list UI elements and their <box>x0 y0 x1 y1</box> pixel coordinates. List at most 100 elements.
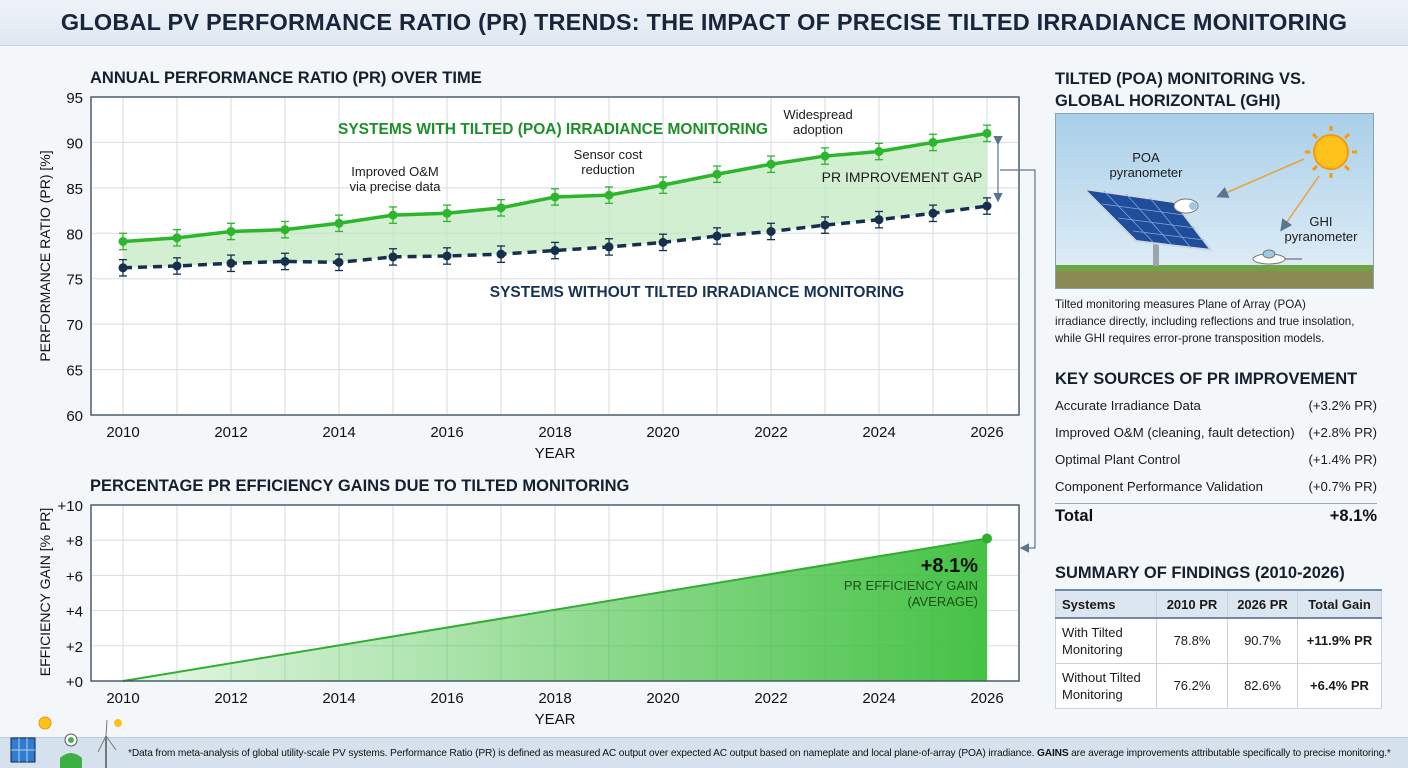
data-point <box>928 137 938 147</box>
top-chart-title: ANNUAL PERFORMANCE RATIO (PR) OVER TIME <box>90 69 482 87</box>
data-point <box>388 210 398 220</box>
connector-line <box>1000 169 1036 553</box>
footnote: *Data from meta-analysis of global utili… <box>128 748 1391 759</box>
data-point <box>982 201 992 211</box>
summary-title: SUMMARY OF FINDINGS (2010-2026) <box>1055 564 1345 582</box>
table-row: With Tilted Monitoring 78.8% 90.7% +11.9% P… <box>1055 617 1382 664</box>
total-row: Total +8.1% <box>1055 507 1377 525</box>
divider <box>1055 503 1377 504</box>
annotation-om: Improved O&M via precise data <box>349 164 441 194</box>
y-tick-label: 85 <box>66 181 83 198</box>
data-point <box>658 180 668 190</box>
bottom-chart-title: PERCENTAGE PR EFFICIENCY GAINS DUE TO TI… <box>90 477 630 495</box>
data-point <box>820 220 830 230</box>
data-point <box>874 147 884 157</box>
diagram-description: Tilted monitoring measures Plane of Arra… <box>1055 298 1355 345</box>
top-y-axis-label: PERFORMANCE RATIO (PR) [%] <box>37 150 53 361</box>
gain-callout-sublabel: (AVERAGE) <box>907 594 978 609</box>
data-point <box>604 242 614 252</box>
source-row: Accurate Irradiance Data (+3.2% PR) <box>1055 398 1377 413</box>
source-row: Improved O&M (cleaning, fault detection)… <box>1055 425 1377 440</box>
sun-icon <box>38 716 52 730</box>
poa-ghi-diagram: POA pyranometer GHI pyranometer <box>1055 113 1374 289</box>
title-bar: GLOBAL PV PERFORMANCE RATIO (PR) TRENDS:… <box>0 0 1408 46</box>
data-point <box>280 256 290 266</box>
data-point <box>766 159 776 169</box>
y-tick-label: 95 <box>66 90 83 107</box>
data-point <box>604 190 614 200</box>
data-point <box>712 169 722 179</box>
wind-turbine-icon <box>97 719 122 768</box>
gain-end-point <box>982 533 992 544</box>
data-point <box>118 236 128 246</box>
gain-callout: +8.1% PR EFFICIENCY GAIN (AVERAGE) <box>844 555 978 610</box>
data-point <box>982 128 992 138</box>
y-tick-label: +0 <box>66 674 83 691</box>
x-tick-label: 2022 <box>754 690 787 707</box>
x-tick-label: 2014 <box>322 690 355 707</box>
x-tick-label: 2014 <box>322 424 355 441</box>
x-tick-label: 2012 <box>214 690 247 707</box>
poa-label: POA pyranometer <box>1109 150 1183 180</box>
source-row: Optimal Plant Control (+1.4% PR) <box>1055 452 1377 467</box>
series-label-with-tilted: SYSTEMS WITH TILTED (POA) IRRADIANCE MON… <box>338 121 768 138</box>
x-tick-label: 2020 <box>646 690 679 707</box>
y-tick-label: 80 <box>66 226 83 243</box>
data-point <box>172 233 182 243</box>
ghi-label: GHI pyranometer <box>1284 214 1358 244</box>
y-tick-label: +8 <box>66 533 83 550</box>
y-tick-label: 65 <box>66 363 83 380</box>
data-point <box>712 231 722 241</box>
bottom-y-axis-label: EFFICIENCY GAIN [% PR] <box>37 508 53 677</box>
x-tick-label: 2022 <box>754 424 787 441</box>
plot-border <box>90 504 1020 682</box>
annotation-sensor-cost: Sensor cost reduction <box>573 147 643 177</box>
y-tick-label: 60 <box>66 408 83 425</box>
data-point <box>226 258 236 268</box>
top-x-axis-label: YEAR <box>535 445 576 462</box>
y-tick-label: 70 <box>66 317 83 334</box>
data-point <box>766 226 776 236</box>
data-point <box>658 237 668 247</box>
plot-border <box>90 96 1020 416</box>
data-point <box>388 252 398 262</box>
x-tick-label: 2010 <box>106 690 139 707</box>
y-tick-label: 90 <box>66 135 83 152</box>
leaf-bulb-icon <box>60 733 82 768</box>
x-tick-label: 2024 <box>862 424 895 441</box>
ghi-pyranometer-icon <box>1252 249 1302 265</box>
data-point <box>874 215 884 225</box>
data-point <box>334 257 344 267</box>
y-tick-label: +10 <box>58 498 83 515</box>
data-point <box>496 203 506 213</box>
x-tick-label: 2016 <box>430 690 463 707</box>
x-tick-label: 2026 <box>970 690 1003 707</box>
gain-callout-value: +8.1% <box>920 555 978 577</box>
x-tick-label: 2012 <box>214 424 247 441</box>
x-tick-label: 2020 <box>646 424 679 441</box>
y-tick-label: 75 <box>66 272 83 289</box>
data-point <box>442 208 452 218</box>
x-tick-label: 2018 <box>538 424 571 441</box>
summary-table: Systems 2010 PR 2026 PR Total Gain With Til… <box>1055 589 1382 709</box>
series-line-without-tilted <box>122 204 988 270</box>
y-tick-label: +2 <box>66 639 83 656</box>
page-title: GLOBAL PV PERFORMANCE RATIO (PR) TRENDS:… <box>60 9 1348 35</box>
sun-icon <box>1305 126 1357 178</box>
data-point <box>928 208 938 218</box>
x-tick-label: 2018 <box>538 690 571 707</box>
table-row: Without Tilted Monitoring 76.2% 82.6% +6.4%… <box>1055 662 1382 709</box>
series-label-without-tilted: SYSTEMS WITHOUT TILTED IRRADIANCE MONITO… <box>489 284 905 301</box>
bottom-x-axis-label: YEAR <box>535 711 576 728</box>
x-tick-label: 2010 <box>106 424 139 441</box>
pr-gap-label: PR IMPROVEMENT GAP <box>821 169 983 185</box>
gain-callout-label: PR EFFICIENCY GAIN <box>843 578 978 593</box>
data-point <box>118 263 128 273</box>
footer <box>0 737 1408 768</box>
x-tick-label: 2016 <box>430 424 463 441</box>
gain-line <box>122 537 988 682</box>
poa-pyranometer-icon <box>1173 198 1199 214</box>
y-tick-label: +4 <box>66 604 83 621</box>
data-point <box>280 225 290 235</box>
